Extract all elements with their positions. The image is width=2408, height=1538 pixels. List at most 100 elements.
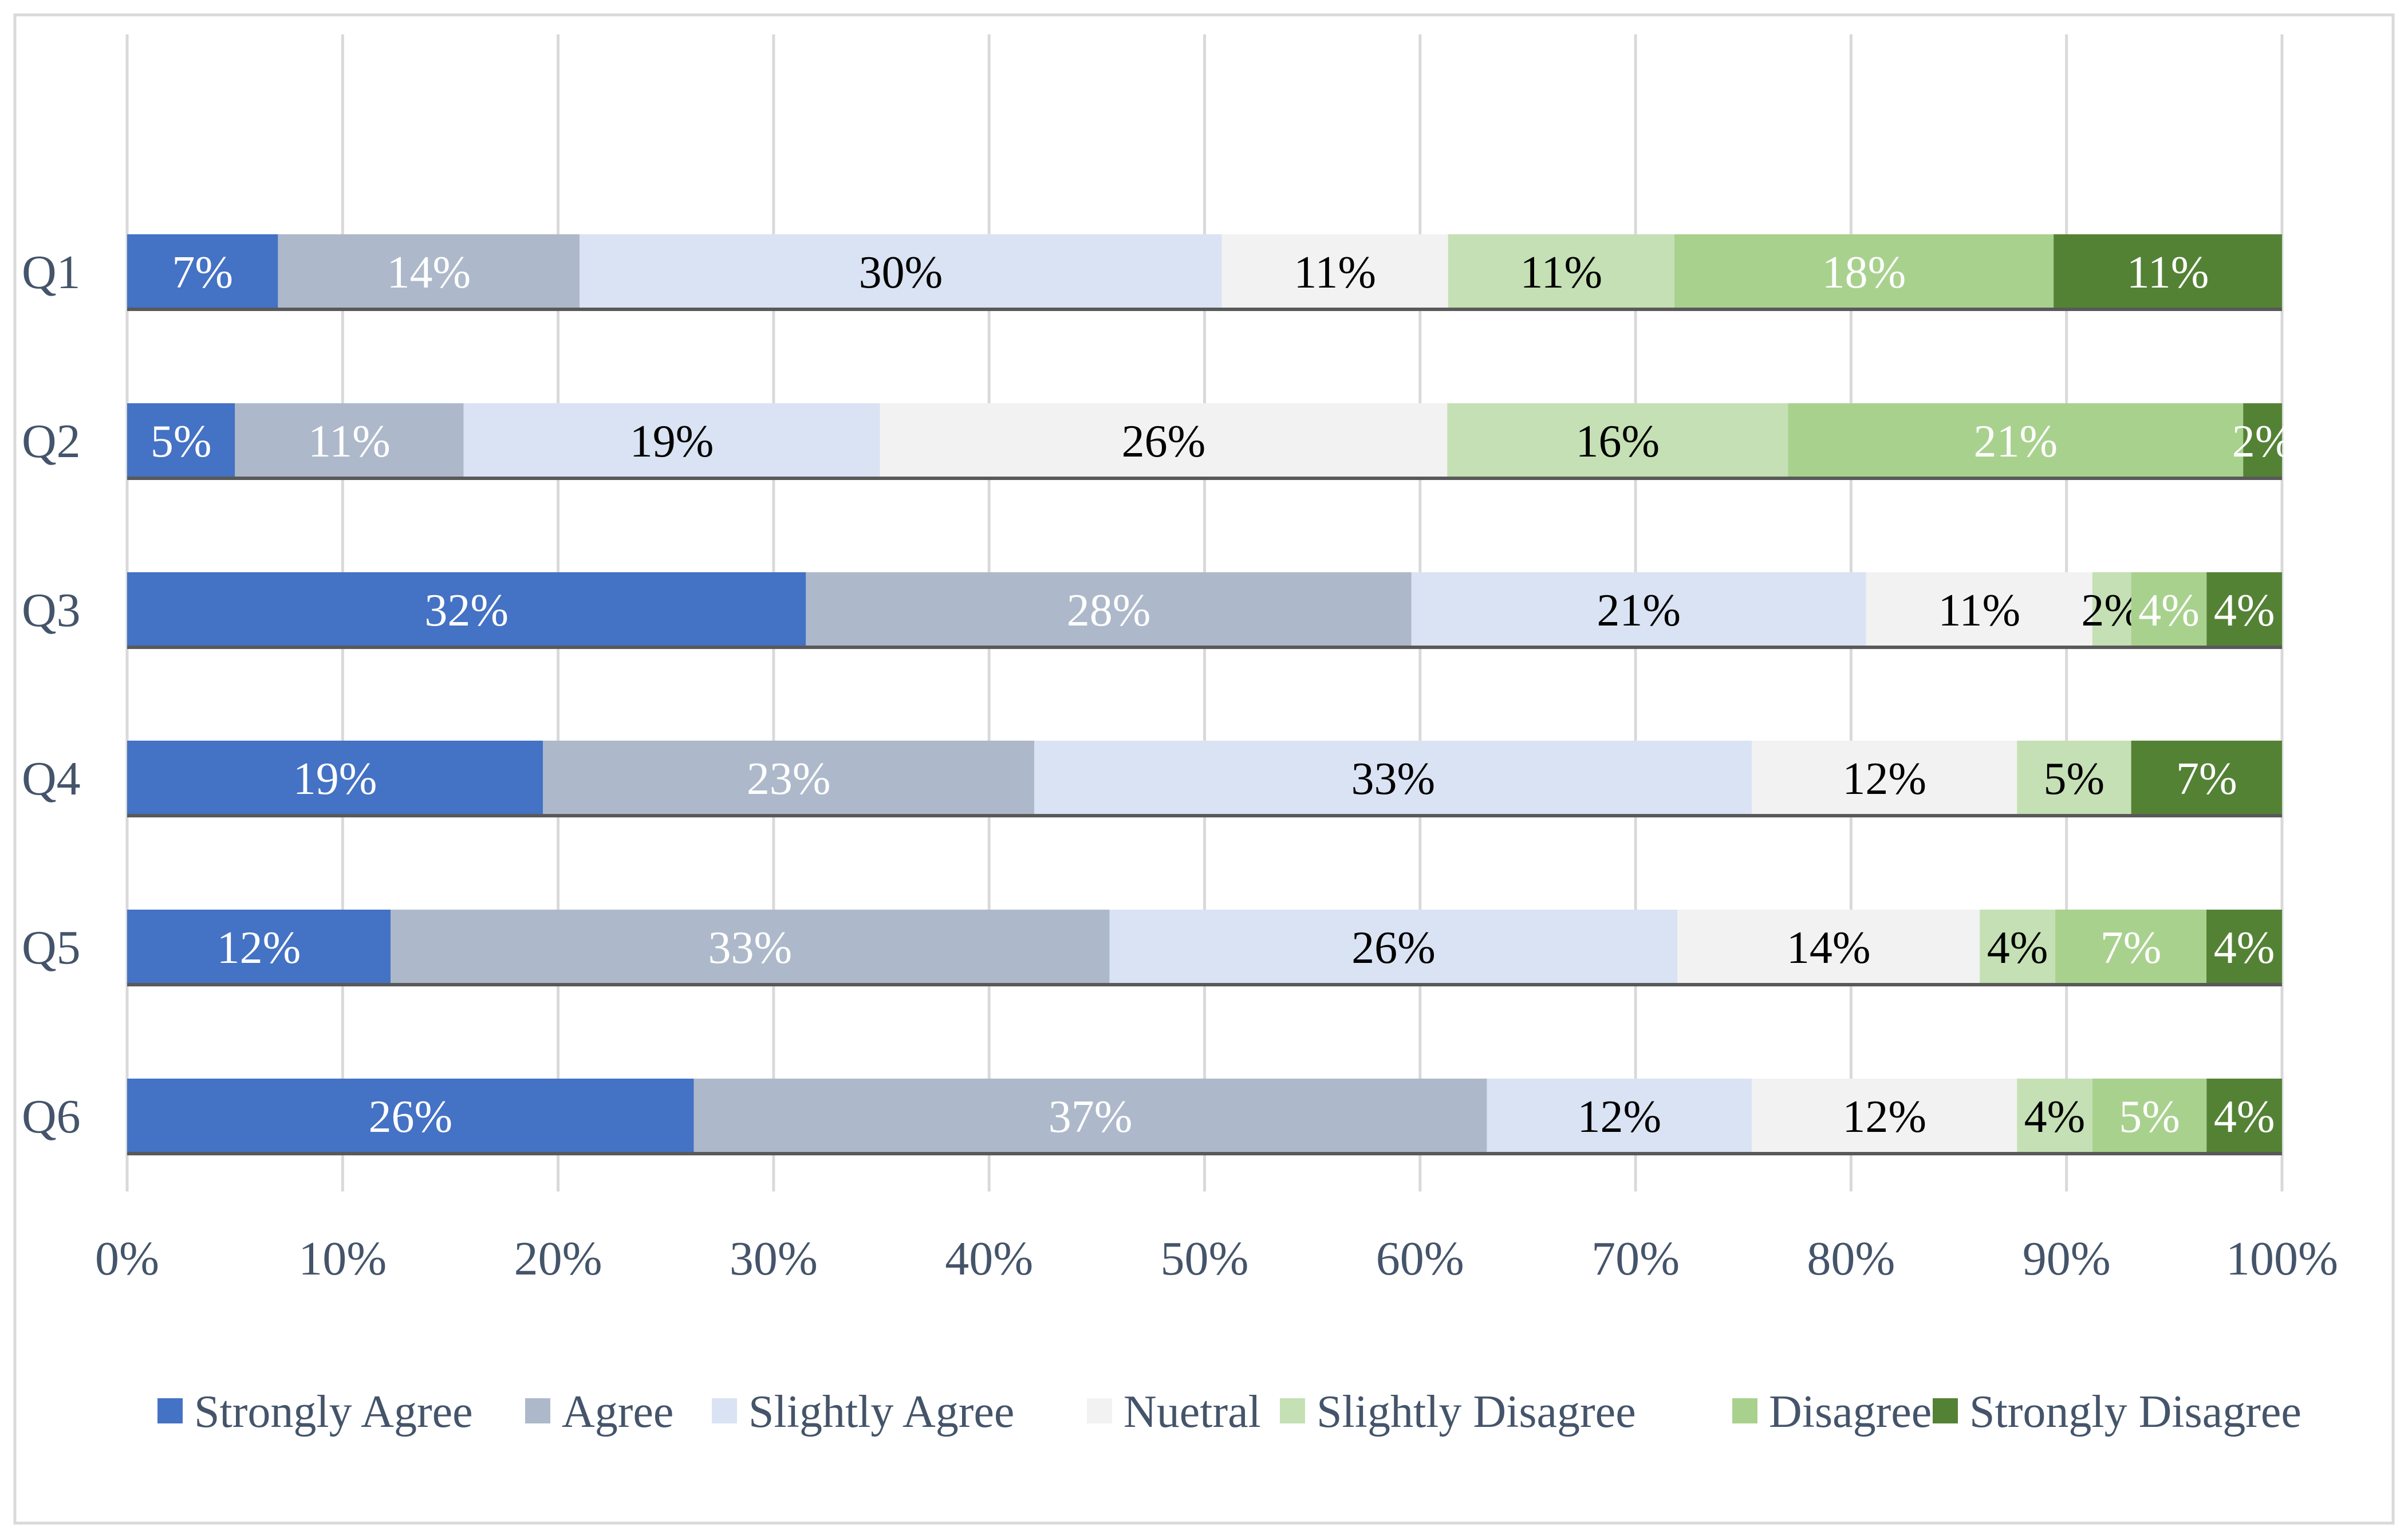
- bar-segment-agree: [806, 572, 1412, 646]
- legend-swatch-agree: [525, 1398, 550, 1423]
- data-label: 4%: [2214, 585, 2275, 636]
- bar-segment-nuetral: [880, 403, 1448, 477]
- data-label: 14%: [387, 247, 471, 298]
- category-label: Q3: [22, 584, 81, 637]
- bar-segment-slightly-disagree: [2092, 572, 2131, 646]
- data-label: 2%: [2232, 416, 2293, 467]
- bar-segment-strongly-disagree: [2206, 1079, 2282, 1152]
- bar-segment-slightly-agree: [1109, 910, 1678, 983]
- x-tick-label: 70%: [1591, 1232, 1680, 1285]
- bar-segment-strongly-agree: [127, 741, 543, 814]
- bar-segment-agree: [693, 1079, 1487, 1152]
- data-label: 37%: [1049, 1092, 1133, 1142]
- data-label: 11%: [1294, 247, 1376, 298]
- data-label: 19%: [293, 754, 377, 804]
- data-label: 11%: [1938, 585, 2020, 636]
- bar-segment-agree: [235, 403, 464, 477]
- bar-baseline: [127, 814, 2282, 817]
- category-label: Q5: [22, 921, 81, 974]
- bar-segment-disagree: [1674, 234, 2054, 308]
- bar-baseline: [127, 308, 2282, 311]
- legend-swatch-strongly-agree: [157, 1398, 183, 1423]
- bar-segment-disagree: [2055, 910, 2207, 983]
- bar-segment-nuetral: [1866, 572, 2092, 646]
- legend-label-nuetral: Nuetral: [1124, 1387, 1261, 1437]
- legend-swatch-nuetral: [1087, 1398, 1112, 1423]
- data-label: 5%: [151, 416, 212, 467]
- bar-segment-slightly-disagree: [1980, 910, 2056, 983]
- bar-segment-strongly-agree: [127, 572, 806, 646]
- data-label: 23%: [747, 754, 831, 804]
- x-tick-label: 100%: [2226, 1232, 2338, 1285]
- data-label: 4%: [2024, 1092, 2086, 1142]
- legend-swatch-strongly-disagree: [1933, 1398, 1958, 1423]
- data-label: 14%: [1787, 923, 1871, 973]
- bar-segment-slightly-agree: [463, 403, 880, 477]
- category-label: Q6: [22, 1090, 81, 1143]
- data-label: 4%: [2214, 923, 2275, 973]
- bar-segment-slightly-disagree: [1447, 403, 1788, 477]
- data-label: 7%: [2100, 923, 2162, 973]
- bar-segment-slightly-agree: [1487, 1079, 1752, 1152]
- legend-swatch-slightly-agree: [712, 1398, 737, 1423]
- axes: 0% 10% 20% 30% 40% 50% 60% 70% 80% 90% 100% Q1 Q2 Q3 Q…: [22, 246, 2338, 1285]
- legend-label-slightly-disagree: Slightly Disagree: [1317, 1387, 1636, 1437]
- bar-segment-nuetral: [1752, 741, 2017, 814]
- bar-segment-strongly-agree: [127, 1079, 694, 1152]
- data-label: 21%: [1973, 416, 2058, 467]
- x-tick-label: 80%: [1807, 1232, 1895, 1285]
- legend-swatch-slightly-disagree: [1280, 1398, 1305, 1423]
- bar-baseline: [127, 983, 2282, 986]
- legend: Strongly Agree Agree Slightly Agree Nuetral…: [157, 1387, 2301, 1437]
- data-label: 26%: [369, 1092, 453, 1142]
- data-label: 21%: [1597, 585, 1681, 636]
- data-label: 4%: [2138, 585, 2200, 636]
- data-label: 5%: [2119, 1092, 2180, 1142]
- bar-baseline: [127, 646, 2282, 649]
- bar-segment-slightly-agree: [1411, 572, 1866, 646]
- data-label: 11%: [308, 416, 391, 467]
- x-tick-label: 0%: [95, 1232, 159, 1285]
- bar-segment-strongly-agree: [127, 403, 235, 477]
- bar-segment-slightly-disagree: [1448, 234, 1674, 308]
- data-label: 33%: [708, 923, 792, 973]
- bar-segment-slightly-agree: [1034, 741, 1752, 814]
- data-label: 28%: [1067, 585, 1151, 636]
- bar-segment-strongly-disagree: [2206, 910, 2282, 983]
- bar-segment-strongly-disagree: [2243, 403, 2282, 477]
- data-label: 26%: [1351, 923, 1436, 973]
- category-label: Q4: [22, 752, 81, 805]
- x-tick-label: 50%: [1161, 1232, 1249, 1285]
- data-label: 4%: [2214, 1092, 2275, 1142]
- bar-segment-agree: [543, 741, 1035, 814]
- data-label: 26%: [1122, 416, 1206, 467]
- bar-segment-strongly-agree: [127, 910, 391, 983]
- bar-segment-strongly-disagree: [2206, 572, 2282, 646]
- x-tick-label: 20%: [514, 1232, 602, 1285]
- category-label: Q2: [22, 415, 81, 468]
- legend-label-slightly-agree: Slightly Agree: [748, 1387, 1014, 1437]
- legend-label-agree: Agree: [562, 1387, 673, 1437]
- bar-segment-disagree: [1788, 403, 2244, 477]
- data-label: 16%: [1576, 416, 1660, 467]
- legend-label-disagree: Disagree: [1769, 1387, 1932, 1437]
- bar-segment-slightly-agree: [580, 234, 1222, 308]
- data-label: 12%: [1578, 1092, 1662, 1142]
- data-label: 33%: [1351, 754, 1435, 804]
- bar-segment-strongly-disagree: [2054, 234, 2282, 308]
- bar-segment-slightly-disagree: [2017, 741, 2131, 814]
- bar-baseline: [127, 477, 2282, 480]
- legend-label-strongly-disagree: Strongly Disagree: [1969, 1387, 2301, 1437]
- data-label: 11%: [2127, 247, 2209, 298]
- x-tick-label: 90%: [2023, 1232, 2111, 1285]
- data-label: 7%: [2176, 754, 2237, 804]
- x-tick-label: 40%: [945, 1232, 1033, 1285]
- data-label: 11%: [1520, 247, 1602, 298]
- bar-segment-disagree: [2092, 1079, 2207, 1152]
- x-tick-label: 10%: [298, 1232, 387, 1285]
- bar-segment-strongly-disagree: [2131, 741, 2282, 814]
- category-label: Q1: [22, 246, 81, 299]
- data-label: 30%: [859, 247, 943, 298]
- bars: 7% 14% 30% 11% 11% 18% 11% 5% 11% 19% 26% 16% 21% 2% 3…: [127, 234, 2293, 1155]
